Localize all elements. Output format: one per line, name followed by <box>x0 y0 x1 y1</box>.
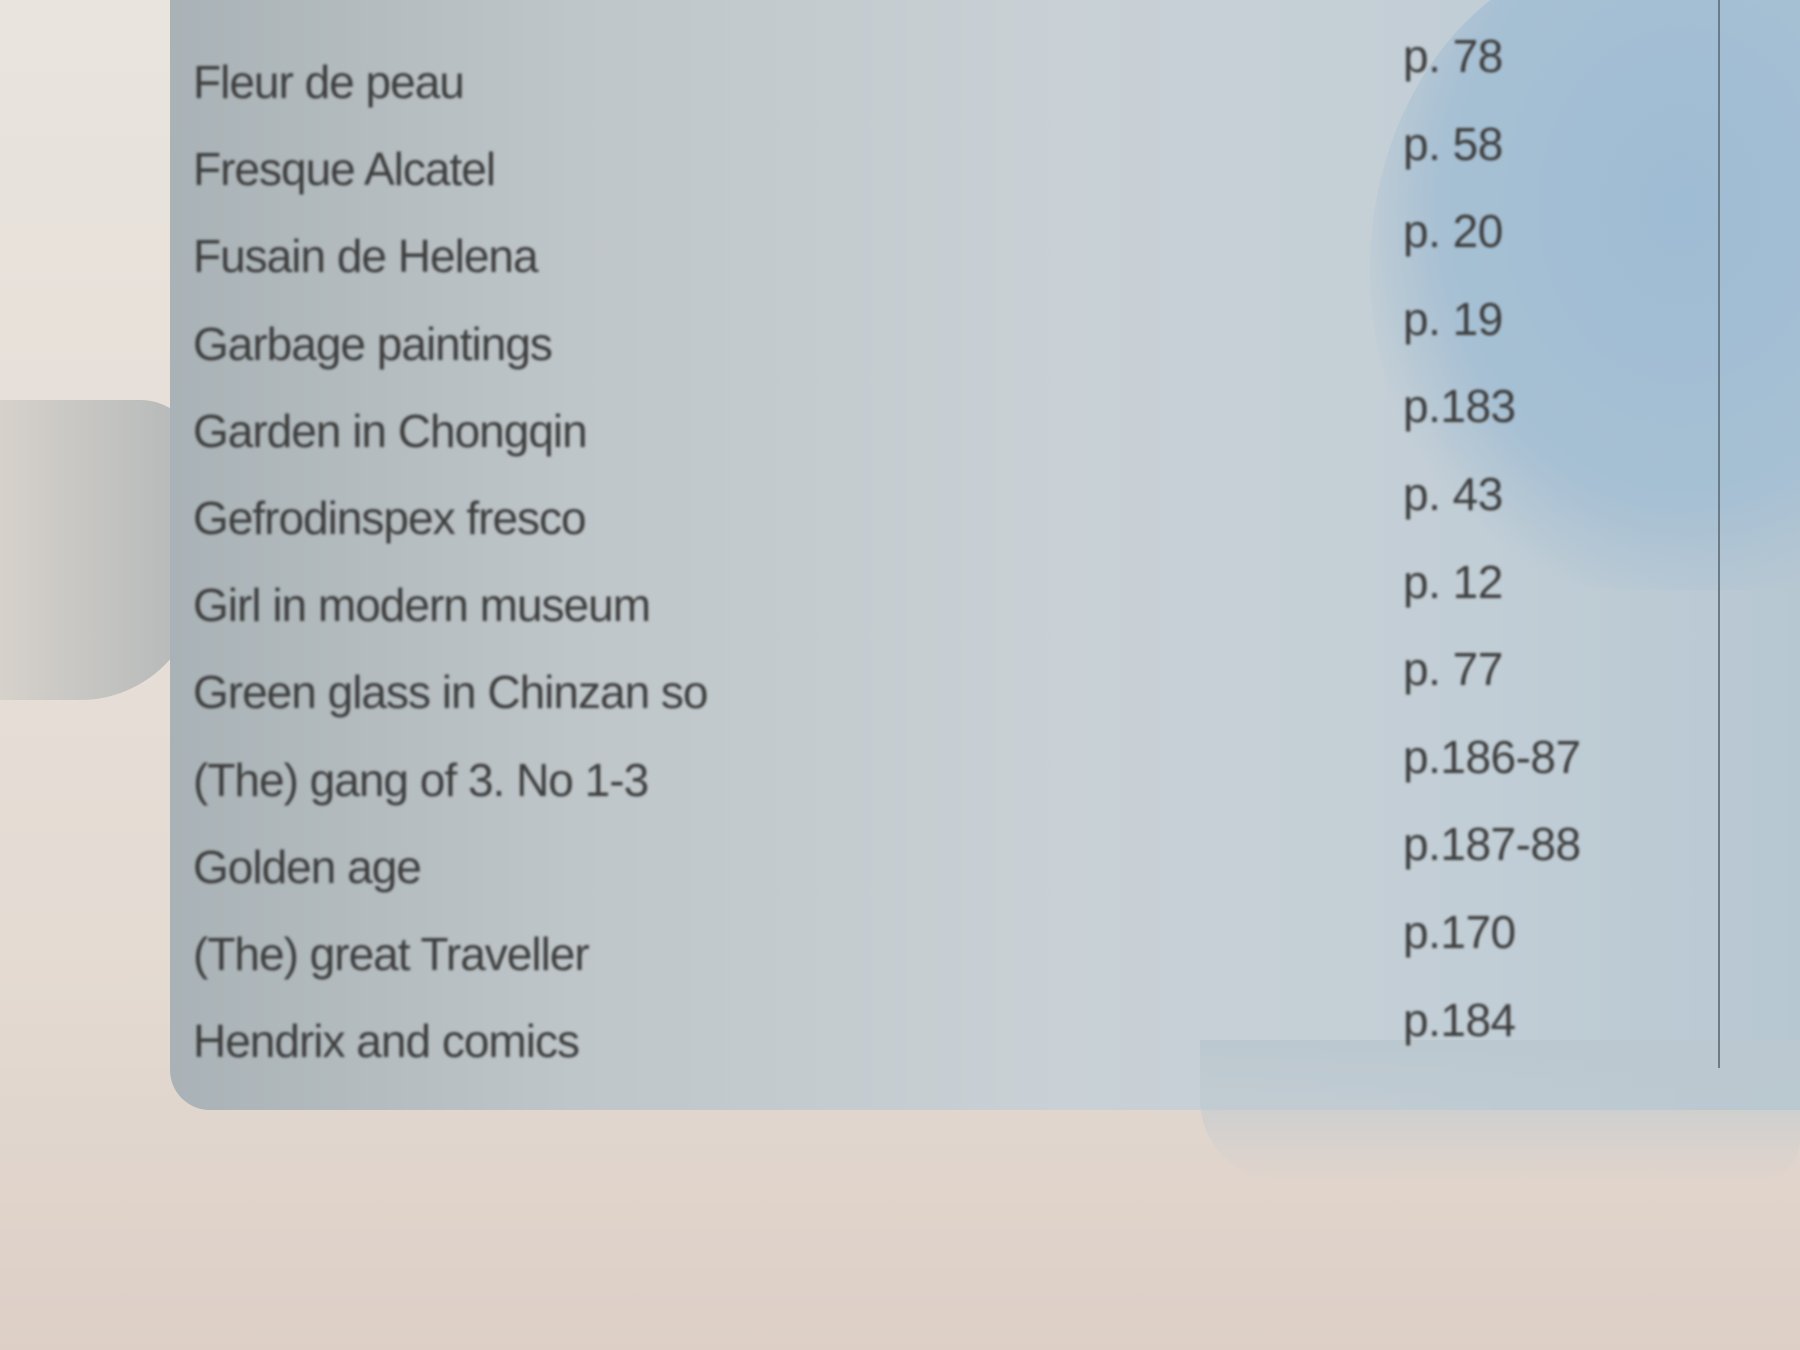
page-reference: p.184 <box>1403 993 1516 1046</box>
entry-title: Gefrodinspex fresco <box>193 492 587 544</box>
page-reference: p. 58 <box>1403 117 1503 170</box>
entry-title: Fusain de Helena <box>193 230 539 283</box>
entry-title: Girl in modern museum <box>193 579 651 632</box>
page-reference: p. 43 <box>1403 468 1503 520</box>
page-reference: p.186-87 <box>1403 730 1581 783</box>
page-reference: p.170 <box>1403 906 1516 958</box>
page-reference: p. 78 <box>1403 30 1503 82</box>
page-reference: p.187-88 <box>1403 818 1581 871</box>
column-rule <box>1718 0 1720 1068</box>
page-reference: p. 12 <box>1403 555 1503 608</box>
page-reference: p. 19 <box>1403 292 1503 345</box>
entry-title: (The) great Traveller <box>193 928 590 980</box>
page-reference: p.183 <box>1403 380 1516 433</box>
entry-title: Fresque Alcatel <box>193 143 496 196</box>
shadow <box>1370 0 1800 590</box>
entry-title: Green glass in Chinzan so <box>193 666 709 719</box>
entry-title: Hendrix and comics <box>193 1015 580 1068</box>
entry-title: Garden in Chongqin <box>193 404 588 457</box>
page-reference: p. 20 <box>1403 205 1503 258</box>
entry-title: Golden age <box>193 840 422 893</box>
page-reference: p. 77 <box>1403 643 1503 696</box>
entry-title: Fleur de peau <box>193 56 465 108</box>
entry-title: Garbage paintings <box>193 317 553 370</box>
entry-title: (The) gang of 3. No 1-3 <box>193 753 649 806</box>
shadow <box>1200 1040 1800 1180</box>
shadow <box>0 400 200 700</box>
